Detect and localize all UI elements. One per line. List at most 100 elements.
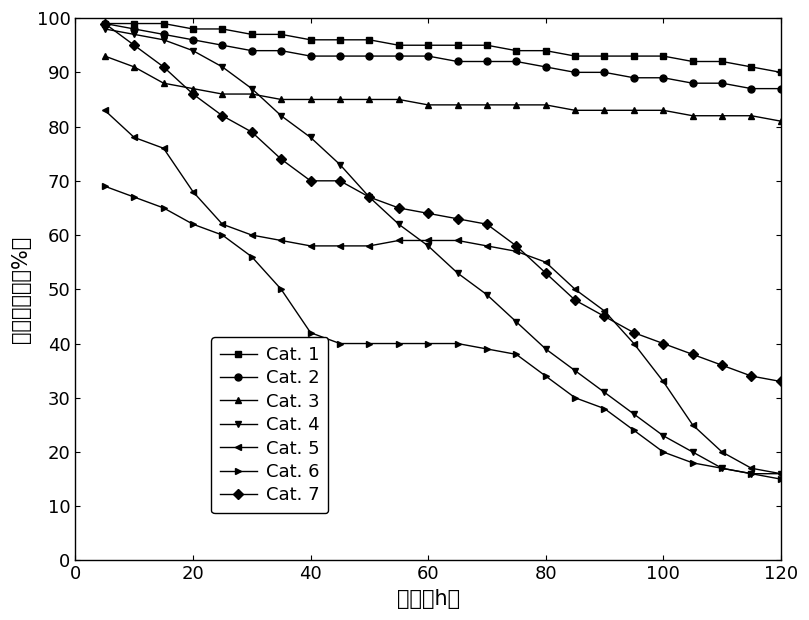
Cat. 1 [659,52,668,60]
Cat. 5 [629,340,639,347]
Cat. 7 [335,177,345,185]
Cat. 1 [129,20,139,27]
Cat. 7 [747,373,756,380]
Cat. 2 [599,69,609,76]
Cat. 3 [100,52,110,60]
Cat. 2 [659,74,668,81]
Cat. 4 [659,432,668,440]
Cat. 4 [159,36,168,43]
Cat. 5 [394,237,404,244]
Cat. 1 [718,58,727,65]
Line: Cat. 3: Cat. 3 [101,53,784,125]
Cat. 1 [599,52,609,60]
Y-axis label: 甲醒分解率（%）: 甲醒分解率（%） [11,236,31,343]
Cat. 7 [159,63,168,71]
Cat. 3 [747,112,756,120]
Cat. 5 [335,242,345,250]
Cat. 4 [541,345,551,353]
Cat. 2 [159,30,168,38]
Cat. 7 [659,340,668,347]
Cat. 4 [776,470,786,477]
Cat. 6 [365,340,375,347]
Cat. 7 [365,193,375,201]
Line: Cat. 4: Cat. 4 [101,25,784,477]
Cat. 4 [511,318,521,326]
Cat. 1 [335,36,345,43]
Line: Cat. 5: Cat. 5 [101,107,784,477]
Cat. 7 [247,128,256,136]
Cat. 3 [776,117,786,125]
Cat. 7 [599,312,609,320]
Cat. 2 [100,20,110,27]
Cat. 6 [747,470,756,477]
Cat. 4 [277,112,286,120]
Cat. 6 [482,345,492,353]
Cat. 2 [218,42,227,49]
Cat. 6 [423,340,433,347]
Cat. 6 [570,394,580,402]
Cat. 6 [129,193,139,201]
Cat. 7 [218,112,227,120]
Cat. 3 [541,101,551,108]
Cat. 1 [629,52,639,60]
Cat. 3 [129,63,139,71]
Cat. 7 [306,177,316,185]
Cat. 2 [482,58,492,65]
Cat. 4 [482,291,492,298]
Cat. 1 [306,36,316,43]
Cat. 2 [394,52,404,60]
Cat. 1 [482,42,492,49]
Cat. 5 [188,188,198,195]
Cat. 5 [482,242,492,250]
Cat. 1 [423,42,433,49]
Cat. 5 [776,470,786,477]
Cat. 1 [511,47,521,55]
Cat. 2 [335,52,345,60]
Cat. 2 [718,79,727,87]
Cat. 2 [306,52,316,60]
Cat. 1 [394,42,404,49]
Cat. 3 [218,91,227,98]
Cat. 5 [718,448,727,456]
Cat. 7 [570,296,580,304]
Cat. 7 [511,242,521,250]
Cat. 2 [747,85,756,92]
Cat. 3 [394,95,404,103]
Cat. 7 [188,91,198,98]
Cat. 2 [188,36,198,43]
Cat. 7 [718,361,727,369]
Cat. 7 [277,156,286,163]
Cat. 2 [629,74,639,81]
Cat. 7 [453,215,463,223]
Cat. 6 [100,182,110,190]
Cat. 4 [218,63,227,71]
Cat. 2 [541,63,551,71]
Cat. 5 [511,247,521,255]
Cat. 7 [776,378,786,385]
Cat. 5 [659,378,668,385]
Cat. 5 [570,286,580,293]
Cat. 1 [688,58,697,65]
Cat. 2 [247,47,256,55]
Cat. 6 [159,204,168,211]
Cat. 5 [423,237,433,244]
Cat. 3 [688,112,697,120]
Cat. 7 [423,210,433,217]
Cat. 1 [188,25,198,33]
Cat. 7 [541,269,551,277]
Cat. 6 [688,459,697,467]
Cat. 3 [511,101,521,108]
Cat. 3 [159,79,168,87]
Cat. 4 [129,30,139,38]
Cat. 4 [100,25,110,33]
Cat. 3 [659,107,668,114]
Cat. 1 [159,20,168,27]
Cat. 5 [218,221,227,228]
Cat. 3 [423,101,433,108]
Cat. 7 [394,204,404,211]
Cat. 7 [688,351,697,358]
Cat. 6 [453,340,463,347]
Cat. 5 [247,231,256,239]
Cat. 1 [541,47,551,55]
X-axis label: 时间（h）: 时间（h） [396,589,460,609]
